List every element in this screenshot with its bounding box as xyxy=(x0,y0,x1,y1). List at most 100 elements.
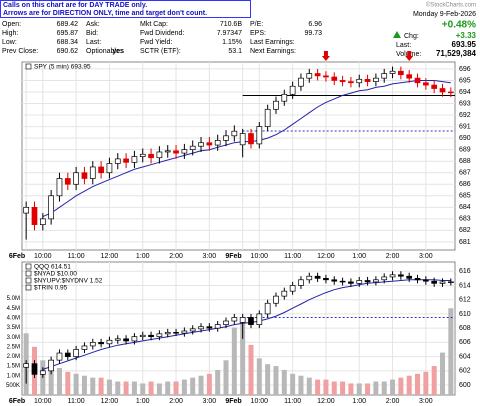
volume-bar xyxy=(123,381,129,395)
candle-body xyxy=(281,93,288,102)
field-value: 99.73 xyxy=(304,30,322,37)
candle-body xyxy=(248,317,254,325)
candle-body xyxy=(323,75,329,78)
candle-body xyxy=(381,276,388,281)
quote-value: 693.95 xyxy=(452,40,477,49)
candle-body xyxy=(173,332,179,334)
direction-arrow xyxy=(405,51,414,61)
volume-bar xyxy=(381,381,387,395)
y-tick-label: 693 xyxy=(459,100,471,107)
candle-body xyxy=(389,70,396,74)
candle-body xyxy=(381,73,388,79)
field-label: Fwd Yield: xyxy=(140,39,172,46)
volume-bar xyxy=(81,375,87,395)
field-label: SCTR (ETF): xyxy=(140,48,181,55)
y-tick-label: 602 xyxy=(459,368,471,375)
candle-body xyxy=(56,352,63,361)
volume-bar xyxy=(131,381,137,395)
field-label: Open: xyxy=(2,21,21,28)
candle-body xyxy=(214,324,221,329)
volume-bar xyxy=(56,368,62,395)
candle-body xyxy=(139,153,146,157)
candle-body xyxy=(314,73,321,77)
y-tick-label: 696 xyxy=(459,66,471,73)
volume-bar xyxy=(298,375,304,395)
candle-body xyxy=(198,142,204,147)
volume-tick-label: 3.0M xyxy=(7,335,20,341)
legend-entry: $NYUPV:$NYDNV 1.52 xyxy=(34,278,103,285)
moving-average xyxy=(42,80,451,218)
candle-body xyxy=(148,334,154,338)
candle-body xyxy=(114,158,121,164)
candle-body xyxy=(189,145,196,151)
notice: Calls on this chart are for DAY TRADE on… xyxy=(3,2,147,9)
field-label: Next Earnings: xyxy=(250,48,296,55)
volume-bar xyxy=(106,379,112,395)
candle-body xyxy=(439,281,446,284)
field-value: 690.62 xyxy=(57,48,79,55)
y-tick-label: 695 xyxy=(459,77,471,84)
legend-entry: SPY (5 min) 693.95 xyxy=(34,64,91,71)
x-tick-label: 1:00 xyxy=(136,398,150,405)
candle-body xyxy=(306,73,313,79)
volume-bar xyxy=(273,366,279,395)
candle-body xyxy=(48,359,54,372)
candle-body xyxy=(431,84,438,89)
y-tick-label: 691 xyxy=(459,123,471,130)
volume-tick-label: 4.5M xyxy=(7,306,20,312)
volume-bar xyxy=(156,383,162,395)
y-tick-label: 604 xyxy=(459,353,471,360)
candle-body xyxy=(289,85,296,95)
x-tick-label: 10:00 xyxy=(34,253,52,260)
candle-body xyxy=(248,133,254,145)
plot-area xyxy=(21,61,456,251)
volume-bar xyxy=(373,381,379,395)
candle-body xyxy=(364,78,371,82)
candle-body xyxy=(323,278,329,281)
volume-bar xyxy=(281,369,287,395)
legend-entry: $TRIN 0.95 xyxy=(34,285,68,292)
volume-bar xyxy=(206,373,212,395)
candle-body xyxy=(331,76,338,81)
candle-body xyxy=(198,326,204,330)
candle-body xyxy=(439,88,446,93)
volume-bar xyxy=(98,377,104,395)
candle-body xyxy=(214,140,221,146)
volume-bar xyxy=(323,379,329,395)
candle-body xyxy=(48,195,54,220)
y-tick-label: 614 xyxy=(459,282,471,289)
candle-body xyxy=(81,172,88,179)
copyright: ©StockCharts.com xyxy=(426,2,476,9)
y-tick-label: 688 xyxy=(459,158,471,165)
volume-tick-label: 1.5M xyxy=(7,364,20,370)
candle-body xyxy=(239,317,246,323)
candle-body xyxy=(39,370,46,375)
volume-bar xyxy=(73,373,79,395)
candle-body xyxy=(289,285,296,292)
y-tick-label: 690 xyxy=(459,135,471,142)
x-tick-label: 12:00 xyxy=(101,253,119,260)
candle-body xyxy=(106,339,113,345)
up-triangle xyxy=(393,31,401,38)
quote-value: 71,529,384 xyxy=(436,49,477,58)
x-tick-label: 11:00 xyxy=(284,398,301,405)
volume-tick-label: 2.0M xyxy=(7,354,20,360)
x-tick-label: 9Feb xyxy=(225,253,241,260)
volume-tick-label: 500K xyxy=(6,383,20,389)
candle-body xyxy=(339,80,346,82)
candle-body xyxy=(314,275,321,279)
candle-body xyxy=(356,78,363,84)
y-tick-label: 616 xyxy=(459,268,471,275)
field-value: 689.42 xyxy=(57,21,79,28)
candle-body xyxy=(256,126,263,145)
legend-swatch xyxy=(25,284,32,291)
candle-body xyxy=(348,281,354,284)
x-tick-label: 6Feb xyxy=(9,398,25,405)
x-tick-label: 3:00 xyxy=(419,398,433,405)
quote-value: +3.33 xyxy=(456,31,477,40)
candle-body xyxy=(256,313,263,325)
candle-body xyxy=(31,363,38,375)
y-tick-label: 600 xyxy=(459,382,471,389)
x-tick-label: 12:00 xyxy=(317,253,335,260)
y-tick-label: 612 xyxy=(459,297,471,304)
